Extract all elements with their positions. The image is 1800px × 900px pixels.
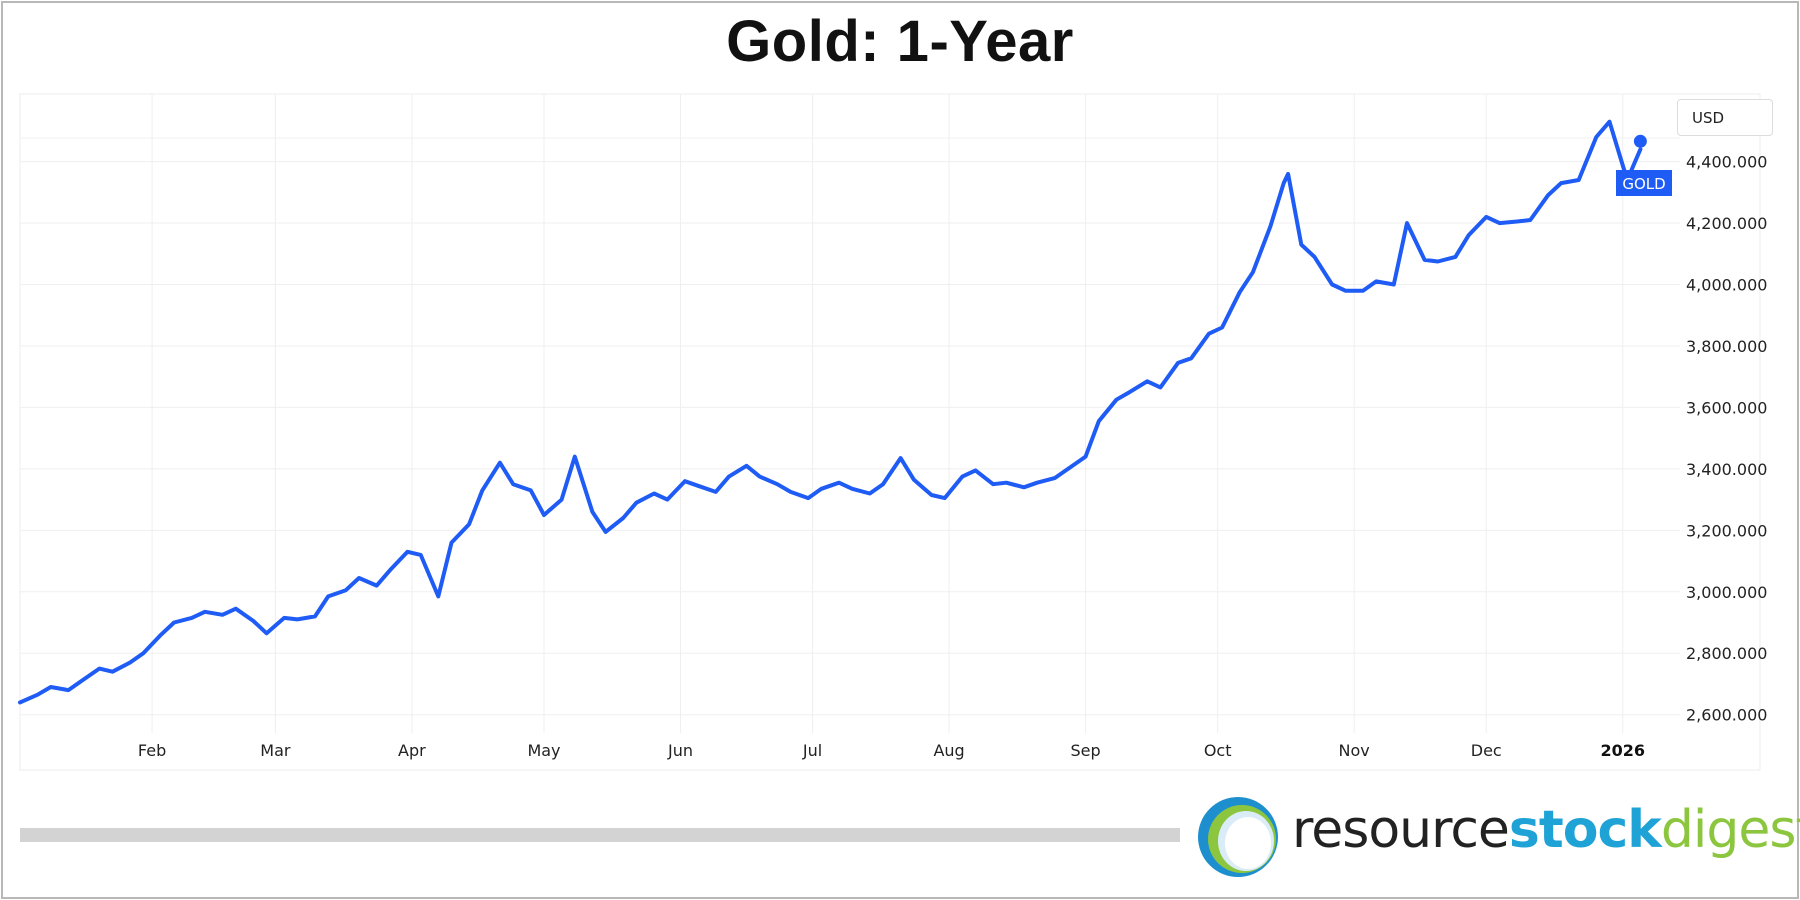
brand-logo: resourcestockdigest	[1192, 792, 1800, 882]
x-tick-label: Feb	[138, 741, 166, 760]
y-tick-label: 2,800.000	[1686, 644, 1767, 663]
series-gold	[18, 119, 1643, 705]
series-tag-label: GOLD	[1622, 175, 1665, 193]
chart-title: Gold: 1-Year	[726, 9, 1074, 74]
x-tick-label: Aug	[933, 741, 964, 760]
y-tick-label: 4,000.000	[1686, 276, 1767, 295]
logo-part-stock: stock	[1508, 800, 1662, 860]
last-value-marker: GOLD	[1616, 134, 1672, 196]
x-tick-label: Mar	[260, 741, 291, 760]
grid-lines	[19, 93, 1761, 771]
x-tick-label: Sep	[1070, 741, 1100, 760]
series-line-gold	[18, 119, 1643, 705]
chart-scrollbar[interactable]	[20, 828, 1180, 842]
x-tick-label: Oct	[1204, 741, 1232, 760]
y-axis: 2,600.000 2,800.000 3,000.000 3,200.000 3,40…	[1686, 153, 1767, 725]
x-axis: Feb Mar Apr May Jun Jul Aug Sep Oct Nov Dec 2026	[138, 741, 1645, 760]
x-tick-label: Apr	[398, 741, 426, 760]
y-tick-label: 3,000.000	[1686, 583, 1767, 602]
currency-selector[interactable]: USD	[1677, 99, 1773, 136]
x-tick-label: Jul	[802, 741, 822, 760]
x-tick-label: Jun	[667, 741, 693, 760]
y-tick-label: 4,400.000	[1686, 153, 1767, 172]
x-tick-label: Dec	[1471, 741, 1502, 760]
logo-part-resource: resource	[1292, 800, 1510, 860]
last-point-dot	[1633, 134, 1647, 148]
x-tick-label: May	[527, 741, 560, 760]
y-tick-label: 3,600.000	[1686, 398, 1767, 417]
y-tick-label: 3,400.000	[1686, 460, 1767, 479]
plot-border	[19, 93, 1761, 771]
x-tick-label: 2026	[1600, 741, 1645, 760]
logo-wordmark: resourcestockdigest	[1292, 800, 1800, 860]
y-tick-label: 3,800.000	[1686, 337, 1767, 356]
y-tick-label: 3,200.000	[1686, 521, 1767, 540]
y-tick-label: 4,200.000	[1686, 214, 1767, 233]
series-tag-bg	[1616, 170, 1672, 196]
logo-part-digest: digest	[1660, 800, 1800, 860]
y-tick-label: 2,600.000	[1686, 706, 1767, 725]
logo-ring-icon	[1198, 797, 1278, 877]
x-tick-label: Nov	[1339, 741, 1370, 760]
